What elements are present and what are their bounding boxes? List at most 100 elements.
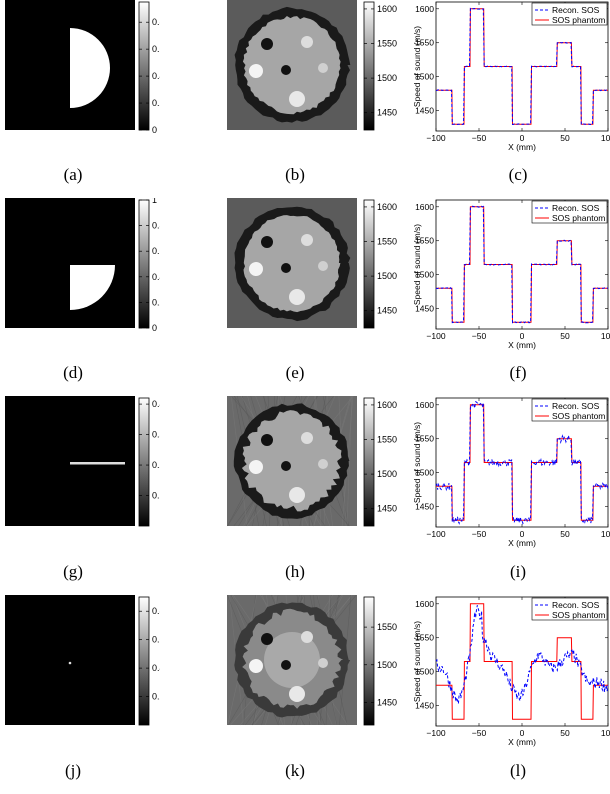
x-tick-label: 0 <box>520 728 525 738</box>
reconstruction-image-panel: 1600 1550 1500 1450 <box>227 198 397 329</box>
series-recon-sos <box>435 205 609 324</box>
x-tick-label: −50 <box>472 331 487 341</box>
y-tick-label: 1500 <box>415 468 434 478</box>
colorbar-tick-label: 1450 <box>377 504 397 514</box>
mask-image-panel: 0.8 0.6 0.4 0.2 0 <box>5 0 160 135</box>
colorbar-tick-label: 0.2 <box>152 692 160 702</box>
legend-label-recon: Recon. SOS <box>552 600 600 610</box>
y-tick-label: 1600 <box>415 599 434 609</box>
y-tick-label: 1450 <box>415 502 434 512</box>
sos-profile-chart: −100 −50 0 50 100 1600 1550 1500 1450 X (mm) Speed… <box>414 397 610 548</box>
colorbar-tick-label: 1450 <box>377 306 397 316</box>
y-tick-label: 1600 <box>415 4 434 14</box>
x-tick-label: 50 <box>560 529 570 539</box>
colorbar-tick-label: 0 <box>152 125 157 135</box>
recon-inclusion <box>281 660 291 670</box>
colorbar <box>363 1 375 131</box>
y-tick-label: 1450 <box>415 304 434 314</box>
recon-inclusion <box>281 65 291 75</box>
y-tick-label: 1500 <box>415 667 434 677</box>
colorbar-tick-label: 1450 <box>377 697 397 707</box>
subfigure-caption: (b) <box>285 165 305 184</box>
x-axis-label: X (mm) <box>508 142 536 152</box>
series-sos-phantom <box>436 404 608 521</box>
x-tick-label: 100 <box>601 728 610 738</box>
mask-background <box>5 396 135 526</box>
recon-inclusion <box>261 633 273 645</box>
legend <box>531 200 608 224</box>
colorbar-tick-label: 1600 <box>377 202 397 212</box>
y-axis-label: Speed of sound (m/s) <box>414 422 422 503</box>
recon-inclusion <box>289 289 305 305</box>
mask-quarter-disk <box>70 265 115 310</box>
colorbar-tick-label: 0.4 <box>152 663 160 673</box>
recon-inclusion <box>301 36 313 48</box>
x-tick-label: −50 <box>472 728 487 738</box>
colorbar-tick-label: 1450 <box>377 108 397 118</box>
x-tick-label: 100 <box>601 331 610 341</box>
recon-inclusion <box>249 659 263 673</box>
y-tick-label: 1450 <box>415 701 434 711</box>
recon-inclusion <box>318 459 328 469</box>
sos-profile-chart: −100 −50 0 50 100 1600 1550 1500 1450 X (mm) Speed… <box>414 199 610 350</box>
subfigure-caption: (l) <box>509 761 527 780</box>
y-tick-label: 1450 <box>415 106 434 116</box>
x-axis-label: X (mm) <box>508 538 536 548</box>
colorbar-tick-label: 0.4 <box>152 399 160 409</box>
x-tick-label: −100 <box>426 331 445 341</box>
y-tick-label: 1500 <box>415 72 434 82</box>
colorbar-tick-label: 0.1 <box>152 491 160 501</box>
mask-background <box>5 595 135 725</box>
colorbar-tick-label: 1550 <box>377 39 397 49</box>
x-tick-label: −50 <box>472 529 487 539</box>
mask-image-panel: 0.4 0.3 0.2 0.1 <box>5 396 160 527</box>
recon-inclusion <box>261 236 273 248</box>
y-tick-label: 1550 <box>415 633 434 643</box>
sos-profile-chart: −100 −50 0 50 100 1600 1550 1500 1450 X (mm) Speed… <box>414 596 610 747</box>
series-recon-sos <box>435 7 609 126</box>
colorbar <box>138 397 150 527</box>
y-tick-label: 1550 <box>415 434 434 444</box>
subfigure-caption: (g) <box>63 562 83 581</box>
colorbar-tick-label: 1600 <box>377 4 397 14</box>
reconstruction-image-panel: 1550 1500 1450 <box>227 595 397 726</box>
colorbar-tick-label: 1500 <box>377 469 397 479</box>
x-tick-label: 50 <box>560 331 570 341</box>
colorbar-tick-label: 1 <box>152 198 157 205</box>
colorbar-tick-label: 0.6 <box>152 635 160 645</box>
colorbar-tick-label: 0.8 <box>152 606 160 616</box>
mask-half-disk <box>70 28 110 108</box>
y-axis-label: Speed of sound (m/s) <box>414 621 422 702</box>
subfigure-caption: (d) <box>63 363 83 382</box>
recon-inclusion <box>261 434 273 446</box>
recon-inclusion <box>281 263 291 273</box>
y-tick-label: 1550 <box>415 236 434 246</box>
y-tick-label: 1550 <box>415 38 434 48</box>
recon-artifact-glow <box>264 632 320 688</box>
subfigure-caption: (h) <box>285 562 305 581</box>
colorbar-tick-label: 0 <box>152 323 157 333</box>
recon-inclusion <box>318 63 328 73</box>
subfigure-caption: (j) <box>64 761 82 780</box>
legend-label-phantom: SOS phantom <box>552 15 605 25</box>
legend-label-recon: Recon. SOS <box>552 203 600 213</box>
legend <box>531 398 608 422</box>
legend-label-recon: Recon. SOS <box>552 5 600 15</box>
legend-label-phantom: SOS phantom <box>552 610 605 620</box>
colorbar-tick-label: 0.8 <box>152 17 160 27</box>
x-tick-label: 0 <box>520 133 525 143</box>
colorbar-tick-label: 0.6 <box>152 44 160 54</box>
subfigure-caption: (i) <box>509 562 527 581</box>
recon-inclusion <box>261 38 273 50</box>
reconstruction-image-panel: 1600 1550 1500 1450 <box>227 396 397 527</box>
x-tick-label: 100 <box>601 529 610 539</box>
recon-inclusion <box>289 487 305 503</box>
recon-inclusion <box>281 461 291 471</box>
x-tick-label: −50 <box>472 133 487 143</box>
subfigure-caption: (k) <box>285 761 305 780</box>
subfigure-caption: (f) <box>509 363 527 382</box>
series-recon-sos <box>435 605 609 704</box>
x-axis-label: X (mm) <box>508 737 536 747</box>
x-tick-label: 50 <box>560 728 570 738</box>
x-tick-label: 0 <box>520 529 525 539</box>
